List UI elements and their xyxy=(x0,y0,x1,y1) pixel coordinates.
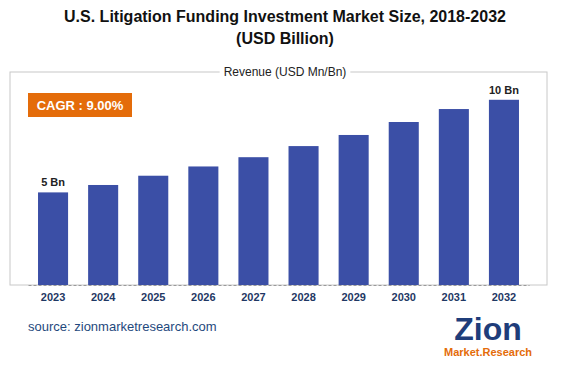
series-label: Revenue (USD Mn/Bn) xyxy=(224,65,347,79)
bar xyxy=(238,157,268,285)
x-axis-line xyxy=(29,285,530,286)
bar xyxy=(439,109,469,285)
bars xyxy=(38,100,519,285)
logo: ZionMarket.Research xyxy=(444,311,532,358)
x-tick: 2031 xyxy=(442,285,466,303)
x-axis: 2023 2024 2025 2026 2027 2028 2029 2030 2031 2032 xyxy=(29,285,530,303)
x-tick: 2027 xyxy=(241,285,265,303)
x-tick-label: 2023 xyxy=(41,291,65,303)
bar xyxy=(38,192,68,285)
x-tick: 2032 xyxy=(492,285,516,303)
x-tick-label: 2029 xyxy=(341,291,365,303)
x-tick: 2026 xyxy=(191,285,215,303)
x-tick: 2030 xyxy=(392,285,416,303)
chart: U.S. Litigation Funding Investment Marke… xyxy=(0,0,571,368)
cagr-bg xyxy=(28,93,132,117)
data-label: 10 Bn xyxy=(489,84,519,96)
x-tick: 2025 xyxy=(141,285,165,303)
x-tick: 2029 xyxy=(341,285,365,303)
x-tick-label: 2031 xyxy=(442,291,466,303)
bar xyxy=(138,176,168,285)
source: source: zionmarketresearch.com xyxy=(28,319,217,334)
bar xyxy=(339,135,369,285)
cagr-box: CAGR : 9.00% xyxy=(28,93,132,117)
logo-tagline: Market.Research xyxy=(444,346,532,358)
x-tick-label: 2027 xyxy=(241,291,265,303)
bar xyxy=(88,185,118,285)
x-tick: 2024 xyxy=(91,285,116,303)
plot-frame xyxy=(10,72,547,285)
bar xyxy=(489,100,519,285)
x-tick: 2028 xyxy=(291,285,315,303)
x-tick-label: 2024 xyxy=(91,291,116,303)
bar xyxy=(188,166,218,285)
bar xyxy=(389,122,419,285)
bar xyxy=(289,146,319,285)
title: U.S. Litigation Funding Investment Marke… xyxy=(64,8,506,25)
cagr-label: CAGR : 9.00% xyxy=(37,98,124,113)
logo-name: Zion xyxy=(454,311,522,347)
x-tick-label: 2028 xyxy=(291,291,315,303)
subtitle: (USD Billion) xyxy=(236,30,334,47)
x-tick: 2023 xyxy=(41,285,65,303)
x-tick-label: 2030 xyxy=(392,291,416,303)
x-tick-label: 2026 xyxy=(191,291,215,303)
x-tick-label: 2025 xyxy=(141,291,165,303)
data-label: 5 Bn xyxy=(41,176,65,188)
x-tick-label: 2032 xyxy=(492,291,516,303)
series-label-bg xyxy=(220,65,351,79)
